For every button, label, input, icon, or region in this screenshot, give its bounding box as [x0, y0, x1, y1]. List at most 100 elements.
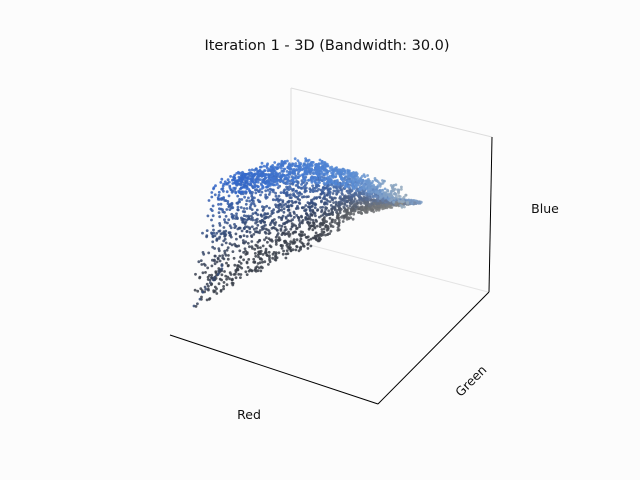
scatter-point	[294, 248, 298, 252]
scatter-point	[217, 247, 221, 251]
scatter-point	[332, 201, 335, 205]
scatter-point	[264, 189, 268, 193]
scatter-point	[374, 204, 378, 208]
scatter-point	[223, 220, 227, 224]
scatter-point	[297, 216, 301, 220]
scatter-point	[232, 273, 236, 276]
scatter-point	[331, 213, 335, 217]
x-axis-label: Red	[237, 407, 261, 422]
scatter-point	[245, 229, 249, 233]
scatter-point	[228, 224, 232, 228]
scatter-point	[318, 225, 322, 229]
scatter-point	[367, 203, 371, 206]
scatter-point	[271, 188, 275, 192]
scatter-point	[248, 226, 252, 230]
blue-axis-line	[488, 136, 493, 293]
scatter-point	[213, 254, 217, 258]
scatter-point	[322, 186, 326, 190]
scatter-point	[226, 181, 230, 185]
scatter-point	[267, 193, 271, 196]
scatter-point	[331, 220, 334, 224]
scatter-point	[244, 220, 248, 224]
green-axis-line	[377, 291, 490, 405]
scatter-point	[376, 184, 380, 188]
scatter-point	[309, 218, 312, 221]
scatter-point	[328, 193, 332, 197]
scatter-point	[217, 211, 221, 215]
scatter-point	[232, 256, 236, 260]
scatter-point	[292, 192, 295, 196]
scatter-point	[328, 174, 332, 178]
scatter-point	[218, 254, 222, 258]
scatter-point	[254, 266, 258, 270]
scatter-point	[231, 182, 235, 185]
scatter-point	[201, 231, 204, 235]
scatter-point	[250, 202, 254, 205]
scatter-point	[274, 239, 278, 242]
scatter-point	[219, 181, 223, 184]
scatter-point	[259, 269, 263, 273]
scatter-point	[349, 216, 353, 220]
scatter-point	[268, 258, 271, 262]
scatter-point	[371, 204, 375, 208]
scatter-point	[267, 176, 271, 179]
scatter-point	[303, 179, 306, 183]
scatter-point	[358, 184, 362, 188]
scatter-point	[247, 216, 251, 219]
scatter-point	[256, 262, 260, 265]
scatter-point	[291, 231, 295, 235]
scatter-point	[289, 214, 293, 218]
scatter-point	[303, 209, 306, 212]
scatter-point	[391, 185, 395, 188]
scatter-point	[265, 195, 269, 199]
scatter-point	[288, 233, 292, 236]
scatter-point	[287, 205, 291, 209]
scatter-point	[242, 241, 246, 245]
scatter-point	[345, 200, 349, 204]
scatter-point	[291, 189, 295, 192]
scatter-point	[242, 234, 246, 238]
scatter-point	[265, 204, 269, 208]
scatter-point	[339, 215, 343, 219]
scatter-point	[223, 231, 226, 234]
scatter-point	[281, 163, 285, 167]
scatter-point	[274, 179, 278, 183]
scatter-point	[198, 297, 202, 301]
scatter-point	[286, 186, 290, 189]
scatter-point	[291, 179, 294, 182]
scatter-point	[253, 247, 257, 251]
scatter-point	[344, 182, 348, 186]
scatter-point	[208, 278, 212, 282]
scatter-point	[303, 190, 307, 194]
scatter-point	[238, 249, 242, 253]
scatter-point	[365, 198, 369, 201]
scatter-point	[268, 190, 272, 194]
scatter-point	[369, 192, 373, 196]
scatter-point	[246, 266, 250, 269]
scatter-point	[266, 228, 269, 232]
scatter-point	[279, 166, 283, 170]
scatter-point	[236, 227, 240, 231]
scatter-point	[301, 242, 305, 246]
scatter-point	[213, 285, 217, 289]
scatter-point	[273, 223, 277, 227]
scatter-point	[288, 211, 292, 215]
scatter-point	[275, 228, 279, 232]
scatter-point	[293, 157, 297, 161]
scatter-point	[261, 244, 265, 248]
scatter-point	[320, 228, 324, 231]
scatter-point	[278, 175, 282, 179]
scatter-point	[381, 181, 385, 185]
scatter-point	[316, 209, 319, 212]
scatter-point	[351, 194, 355, 198]
scatter-point	[284, 256, 288, 260]
scatter-point	[321, 213, 325, 217]
scatter-point	[276, 179, 280, 182]
scatter-point	[310, 181, 314, 184]
scatter-point	[217, 193, 221, 197]
scatter-point	[307, 242, 310, 245]
scatter-point	[245, 273, 249, 276]
scatter-point	[335, 216, 339, 220]
scatter-point	[351, 182, 354, 186]
scatter-point	[197, 260, 201, 264]
